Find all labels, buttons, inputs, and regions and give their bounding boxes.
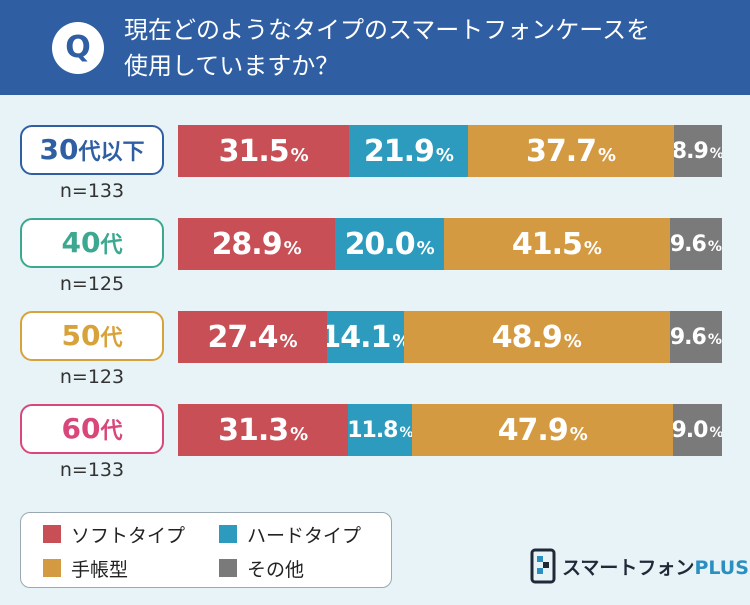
bar-segment-soft: 31.5% <box>178 125 350 177</box>
bar-segment-notebook: 41.5% <box>444 218 670 270</box>
legend-swatch-notebook <box>43 559 61 577</box>
legend: ソフトタイプ ハードタイプ 手帳型 その他 <box>20 512 392 588</box>
data-label-value: 41.5 <box>511 226 583 262</box>
question-text: 現在どのようなタイプのスマートフォンケースを 使用していますか？ <box>124 12 724 84</box>
legend-item-hard: ハードタイプ <box>219 521 361 547</box>
bar-segment-hard: 11.8% <box>348 404 413 456</box>
legend-label-other: その他 <box>247 558 305 581</box>
brand-name-plus: PLUS <box>694 556 749 579</box>
data-label-value: 8.9 <box>673 138 709 164</box>
bar-row-30: 31.5%21.9%37.7%8.9% <box>178 125 722 177</box>
data-label-unit: % <box>583 237 602 259</box>
legend-swatch-soft <box>43 525 61 543</box>
data-label-value: 9.0 <box>673 417 708 443</box>
legend-item-notebook: 手帳型 <box>43 555 128 581</box>
data-label-unit: % <box>710 146 722 162</box>
question-line-1: 現在どのようなタイプのスマートフォンケースを <box>124 16 651 44</box>
age-label-suffix: 代以下 <box>78 140 145 165</box>
bar-segment-notebook: 48.9% <box>403 311 670 363</box>
legend-item-soft: ソフトタイプ <box>43 521 185 547</box>
bar-segment-other: 9.6% <box>669 218 722 270</box>
data-label-value: 14.1 <box>327 319 391 355</box>
bar-segment-hard: 14.1% <box>327 311 404 363</box>
age-label-number: 50 <box>61 319 101 352</box>
data-label-unit: % <box>435 144 454 166</box>
bar-segment-other: 9.6% <box>669 311 722 363</box>
legend-label-hard: ハードタイプ <box>247 524 362 547</box>
age-label-number: 40 <box>61 226 101 259</box>
sample-size: n=133 <box>59 180 125 202</box>
data-label-value: 48.9 <box>491 319 563 355</box>
legend-swatch-other <box>219 559 237 577</box>
data-label-value: 31.3 <box>218 412 289 448</box>
bar-row-40: 28.9% 20.0% 41.5% 9.6% <box>178 218 722 270</box>
data-label-value: 27.4 <box>207 319 278 355</box>
data-label-value: 21.9 <box>363 133 435 169</box>
age-label-60: 60代 <box>20 404 164 454</box>
data-label-unit: % <box>416 237 435 259</box>
data-label-value: 20.0 <box>344 226 416 262</box>
age-label-number: 60 <box>61 412 101 445</box>
age-label-30: 30代以下 <box>20 125 164 175</box>
data-label-unit: % <box>563 330 582 352</box>
brand-name-main: スマートフォン <box>562 556 695 579</box>
brand-logo-icon <box>530 548 556 584</box>
bar-segment-notebook: 37.7% <box>468 125 674 177</box>
question-header: Q 現在どのようなタイプのスマートフォンケースを 使用していますか？ <box>0 0 750 95</box>
data-label-value: 31.5 <box>218 133 290 169</box>
bar-segment-soft: 27.4% <box>178 311 328 363</box>
data-label-unit: % <box>707 331 722 348</box>
data-label-value: 9.6 <box>669 231 707 257</box>
age-label-number: 30 <box>39 133 79 166</box>
legend-swatch-hard <box>219 525 237 543</box>
age-label-40: 40代 <box>20 218 164 268</box>
bar-row-60: 31.3%11.8%47.9%9.0% <box>178 404 722 456</box>
data-label-value: 37.7 <box>525 133 597 169</box>
data-label-unit: % <box>290 423 309 445</box>
age-label-suffix: 代 <box>100 419 123 444</box>
age-label-suffix: 代 <box>100 233 123 258</box>
data-label-value: 9.6 <box>669 324 707 350</box>
data-label-value: 28.9 <box>211 226 283 262</box>
sample-size: n=133 <box>59 459 125 481</box>
sample-size: n=123 <box>59 366 125 388</box>
bar-segment-soft: 31.3% <box>178 404 349 456</box>
brand-name: スマートフォンPLUS <box>562 553 749 580</box>
sample-size: n=125 <box>59 273 125 295</box>
bar-segment-notebook: 47.9% <box>412 404 674 456</box>
data-label-unit: % <box>399 424 413 441</box>
data-label-unit: % <box>707 238 722 255</box>
bar-segment-hard: 21.9% <box>349 125 469 177</box>
data-label-unit: % <box>569 423 588 445</box>
age-label-suffix: 代 <box>100 326 123 351</box>
legend-label-soft: ソフトタイプ <box>71 524 186 547</box>
data-label-unit: % <box>392 331 403 352</box>
bar-segment-other: 8.9% <box>673 125 722 177</box>
data-label-unit: % <box>709 425 722 441</box>
question-line-2: 使用していますか？ <box>124 52 340 80</box>
data-label-unit: % <box>598 144 617 166</box>
bar-segment-other: 9.0% <box>673 404 722 456</box>
data-label-unit: % <box>283 237 302 259</box>
legend-item-other: その他 <box>219 555 304 581</box>
data-label-unit: % <box>290 144 309 166</box>
bar-segment-soft: 28.9% <box>178 218 336 270</box>
bar-segment-hard: 20.0% <box>335 218 444 270</box>
data-label-unit: % <box>279 330 298 352</box>
data-label-value: 47.9 <box>497 412 569 448</box>
brand-logo: スマートフォンPLUS <box>530 546 749 586</box>
bar-row-50: 27.4%14.1%48.9%9.6% <box>178 311 722 363</box>
legend-label-notebook: 手帳型 <box>71 558 129 581</box>
question-badge: Q <box>52 22 104 74</box>
data-label-value: 11.8 <box>348 417 398 443</box>
age-label-50: 50代 <box>20 311 164 361</box>
